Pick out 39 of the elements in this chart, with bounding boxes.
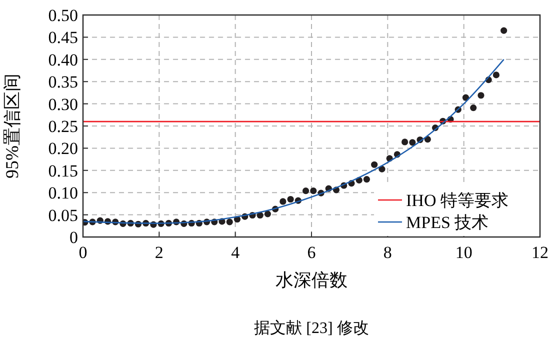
y-tick-label: 0.10 <box>48 184 78 203</box>
legend-label: IHO 特等要求 <box>406 191 508 210</box>
point <box>226 218 233 226</box>
point <box>409 139 416 146</box>
y-tick-label: 0.50 <box>48 6 78 25</box>
y-axis-title: 95%置信区间 <box>2 74 22 178</box>
y-tick-label: 0.05 <box>48 206 78 225</box>
point <box>302 188 310 194</box>
x-tick-label: 2 <box>154 243 164 262</box>
y-tick-label: 0.20 <box>48 139 78 158</box>
point <box>280 198 286 205</box>
y-tick-label: 0.40 <box>48 50 78 70</box>
y-tick-label: 0.35 <box>48 72 78 92</box>
point <box>462 94 470 101</box>
y-tick-label: 0.30 <box>48 94 78 114</box>
point <box>363 176 370 183</box>
y-tick-label: 0.15 <box>48 161 78 180</box>
y-tick-label: 0.25 <box>48 117 78 136</box>
point <box>500 27 508 34</box>
point <box>492 72 500 78</box>
point <box>478 92 484 99</box>
point <box>256 212 264 219</box>
y-tick-label: 0.45 <box>48 28 78 48</box>
x-tick-label: 6 <box>307 243 316 262</box>
x-tick-label: 12 <box>532 243 548 262</box>
point <box>371 161 378 168</box>
point <box>264 210 272 218</box>
point <box>287 196 294 203</box>
x-tick-label: 10 <box>455 243 472 262</box>
point <box>470 104 477 112</box>
legend-label: MPES 技术 <box>406 213 489 232</box>
y-tick-label: 0 <box>70 228 78 247</box>
x-tick-label: 8 <box>383 243 392 262</box>
point <box>424 136 431 143</box>
text: 据文献 [23] 修改 <box>254 319 369 337</box>
point <box>310 188 317 194</box>
point <box>402 138 408 146</box>
x-axis-title: 水深倍数 <box>276 270 348 290</box>
x-tick-label: 4 <box>231 243 240 262</box>
